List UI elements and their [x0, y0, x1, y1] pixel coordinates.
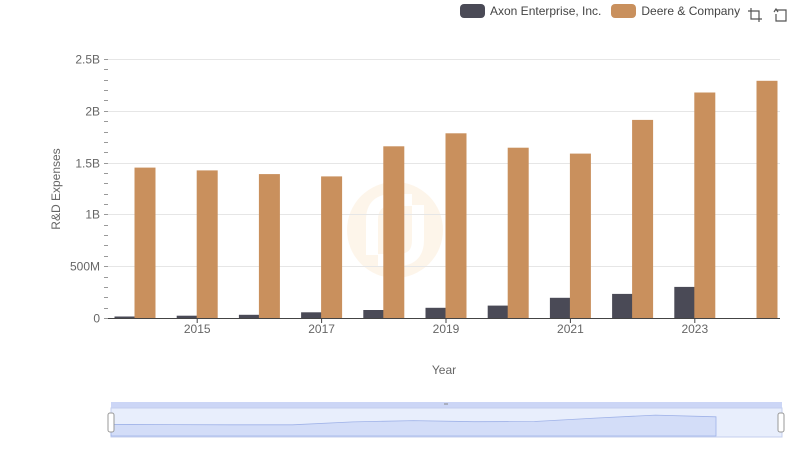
bar-deere-2015	[196, 170, 218, 318]
bar-axon-2023	[674, 286, 696, 318]
bar-deere-2020	[507, 147, 529, 318]
legend-item-deere[interactable]: Deere & Company	[611, 4, 740, 18]
bar-axon-2017	[301, 312, 323, 318]
bar-axon-2022	[612, 293, 634, 318]
range-navigator[interactable]	[107, 402, 785, 438]
navigator-right-handle[interactable]	[777, 412, 785, 433]
legend: Axon Enterprise, Inc. Deere & Company	[460, 4, 750, 18]
x-tick-labels: 2015 2017 2019 2021 2023	[184, 318, 708, 336]
x-tick-label: 2015	[184, 322, 211, 336]
bar-axon-2018	[363, 310, 385, 318]
x-tick-label: 2023	[681, 322, 708, 336]
navigator-series	[110, 414, 717, 437]
bars	[114, 80, 778, 319]
x-tick-label: 2021	[557, 322, 584, 336]
y-tick-label: 1B	[85, 208, 100, 222]
bar-deere-2024	[756, 80, 778, 318]
navigator-scrollbar[interactable]	[111, 402, 782, 408]
bar-axon-2019	[425, 307, 447, 318]
bar-deere-2019	[445, 133, 467, 318]
legend-swatch-deere	[611, 4, 637, 18]
x-tick-label: 2019	[433, 322, 460, 336]
bar-axon-2015	[176, 315, 198, 318]
reset-icon[interactable]	[773, 7, 789, 23]
y-tick-label: 1.5B	[75, 157, 100, 171]
bar-axon-2021	[549, 297, 571, 318]
y-tick-label: 500M	[70, 260, 100, 274]
legend-label-deere: Deere & Company	[641, 4, 741, 18]
navigator-left-handle[interactable]	[107, 412, 115, 433]
legend-swatch-axon	[460, 4, 485, 18]
bar-axon-2020	[487, 305, 509, 318]
bar-deere-2017	[321, 176, 343, 318]
bar-axon-2016	[238, 314, 260, 318]
bar-deere-2014	[134, 167, 156, 318]
crop-icon[interactable]	[747, 7, 763, 23]
bar-deere-2023	[694, 92, 716, 318]
y-tick-label: 2B	[85, 105, 100, 119]
bar-deere-2022	[632, 119, 654, 319]
x-axis-title: Year	[431, 363, 457, 377]
y-tick-label: 2.5B	[75, 53, 100, 67]
x-tick-label: 2017	[308, 322, 335, 336]
bar-deere-2021	[569, 153, 591, 318]
y-tick-labels: 0 500M 1B 1.5B 2B 2.5B	[70, 53, 100, 326]
y-minor-ticks	[104, 59, 108, 319]
bar-axon-2014	[114, 316, 136, 318]
bar-deere-2016	[258, 174, 280, 318]
legend-item-axon[interactable]: Axon Enterprise, Inc.	[460, 4, 601, 18]
bar-deere-2018	[383, 146, 405, 318]
y-tick-label: 0	[93, 312, 100, 326]
gridlines	[108, 59, 780, 267]
legend-label-axon: Axon Enterprise, Inc.	[490, 4, 602, 18]
